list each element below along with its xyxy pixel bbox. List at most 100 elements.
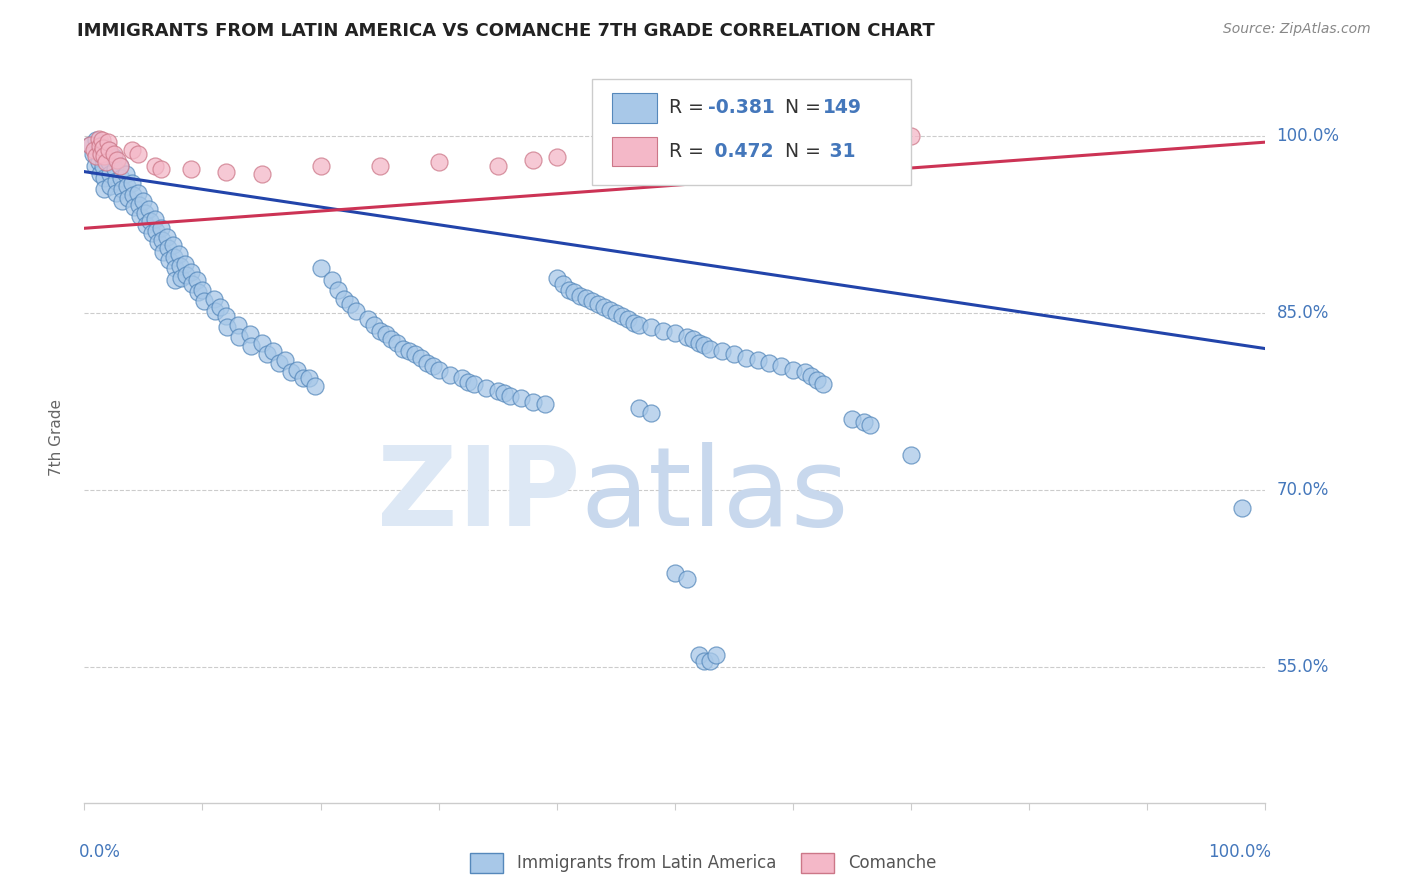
Point [114,167,136,181]
Point [546,151,568,165]
Point [758,356,780,370]
Point [239,327,262,342]
Point [163,250,186,264]
Point [451,371,474,385]
Text: N =: N = [785,143,827,161]
Point [162,237,184,252]
Point [811,376,834,391]
Point [97,144,120,158]
Text: 31: 31 [823,143,855,161]
Point [682,332,704,346]
Point [688,335,710,350]
Point [380,332,402,346]
Text: R =: R = [669,98,710,118]
Point [187,285,209,299]
Point [143,211,166,226]
Point [770,359,793,374]
Text: atlas: atlas [581,442,849,549]
Point [492,386,515,401]
Point [398,343,420,358]
Point [132,194,155,208]
Point [304,379,326,393]
Point [250,335,273,350]
Point [167,247,190,261]
Point [98,155,121,169]
Point [91,149,114,163]
Point [117,191,139,205]
Point [510,391,533,405]
Point [239,339,262,353]
Point [688,648,710,663]
Point [675,330,697,344]
Text: 100.0%: 100.0% [1277,128,1340,145]
Point [89,138,111,153]
Point [83,144,105,158]
Point [97,135,120,149]
Text: 0.472: 0.472 [709,143,773,161]
Point [157,241,180,255]
Point [422,359,444,374]
Point [91,133,114,147]
Point [693,654,716,668]
Point [498,389,520,403]
Point [704,648,727,663]
Point [180,277,202,291]
Point [107,153,129,167]
Point [157,253,180,268]
Text: 85.0%: 85.0% [1277,304,1329,322]
Point [128,197,150,211]
Point [146,235,169,250]
Point [404,347,426,361]
Point [387,335,409,350]
Point [427,155,450,169]
Point [202,292,225,306]
Point [557,283,579,297]
Point [111,194,134,208]
Point [416,356,439,370]
Point [204,303,226,318]
Point [333,292,356,306]
Point [98,167,121,181]
Point [215,164,238,178]
Point [250,167,273,181]
Text: ZIP: ZIP [377,442,581,549]
Point [699,342,721,356]
Point [128,210,150,224]
Point [298,371,321,385]
Point [782,363,804,377]
Point [115,178,138,193]
Point [108,159,131,173]
Point [486,384,509,398]
Point [328,283,350,297]
Point [439,368,461,382]
Point [640,407,662,421]
Point [475,380,498,394]
Point [79,137,101,152]
Point [93,182,115,196]
Point [1230,500,1253,515]
Point [138,202,160,217]
Point [374,327,396,342]
Point [127,186,149,200]
Point [165,261,187,276]
Point [593,301,616,315]
Point [105,174,128,188]
Point [135,218,157,232]
Point [87,155,110,169]
Point [262,343,284,358]
Point [122,200,145,214]
Point [186,273,208,287]
Point [357,312,380,326]
Point [93,149,115,163]
Point [87,131,110,145]
Point [93,170,115,185]
Text: N =: N = [785,98,827,118]
Point [143,159,166,173]
Point [900,129,922,144]
Point [91,141,114,155]
Point [344,303,367,318]
Point [108,159,131,173]
Point [321,273,343,287]
Point [575,291,598,305]
Point [309,159,332,173]
